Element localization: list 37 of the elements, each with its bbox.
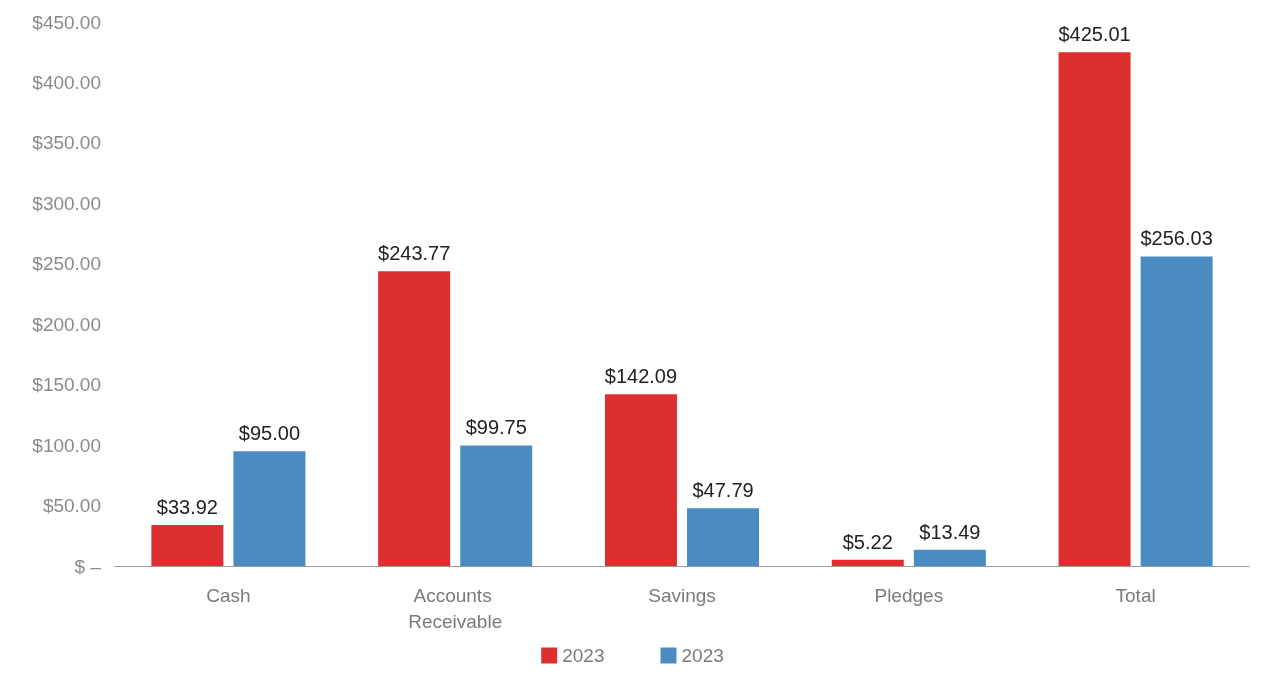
bar	[378, 271, 451, 566]
bar	[831, 559, 904, 566]
bar	[233, 451, 306, 566]
y-tick-label: $100.00	[32, 434, 101, 456]
bar	[1140, 256, 1213, 566]
y-tick-label: $50.00	[42, 495, 101, 517]
y-tick-label: $400.00	[32, 71, 101, 93]
y-tick-label: $150.00	[32, 374, 101, 396]
data-label: $5.22	[842, 530, 893, 553]
y-tick-label: $250.00	[32, 253, 101, 275]
bar	[151, 524, 224, 566]
y-tick-label: $300.00	[32, 192, 101, 214]
x-tick-label: Pledges	[874, 584, 944, 606]
data-label: $142.09	[604, 365, 678, 388]
bar	[687, 508, 760, 566]
data-label: $95.00	[238, 422, 301, 445]
y-tick-label: $200.00	[32, 313, 101, 335]
legend-label: 2023	[681, 645, 724, 666]
data-label: $47.79	[692, 479, 754, 502]
data-label: $256.03	[1140, 227, 1213, 250]
x-tick-label: Savings	[648, 584, 716, 606]
bar	[460, 445, 533, 566]
y-tick-label: $350.00	[32, 132, 101, 154]
x-tick-label: Total	[1115, 584, 1156, 606]
data-label: $243.77	[378, 242, 451, 265]
data-label: $13.49	[919, 520, 981, 543]
x-tick-label: Cash	[206, 584, 251, 606]
y-tick-label: $450.00	[32, 11, 101, 33]
x-tick-label: Accounts Receivable	[408, 584, 503, 632]
bar	[604, 394, 677, 566]
bar	[913, 549, 986, 566]
y-tick-label: $ –	[74, 555, 102, 577]
legend-label: 2023	[562, 645, 605, 666]
data-label: $33.92	[156, 495, 218, 518]
data-label: $425.01	[1058, 23, 1131, 46]
bar	[1058, 52, 1131, 566]
data-label: $99.75	[465, 416, 527, 439]
